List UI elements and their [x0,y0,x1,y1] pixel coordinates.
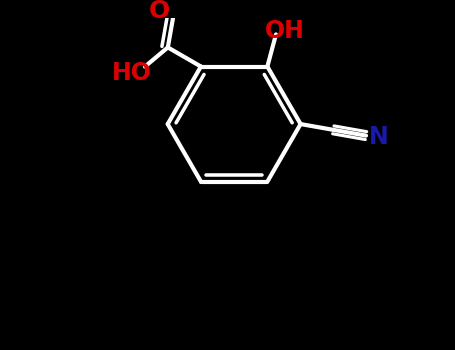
Text: N: N [369,125,389,149]
Text: O: O [149,0,170,23]
Text: OH: OH [265,19,305,43]
Text: HO: HO [112,61,152,85]
